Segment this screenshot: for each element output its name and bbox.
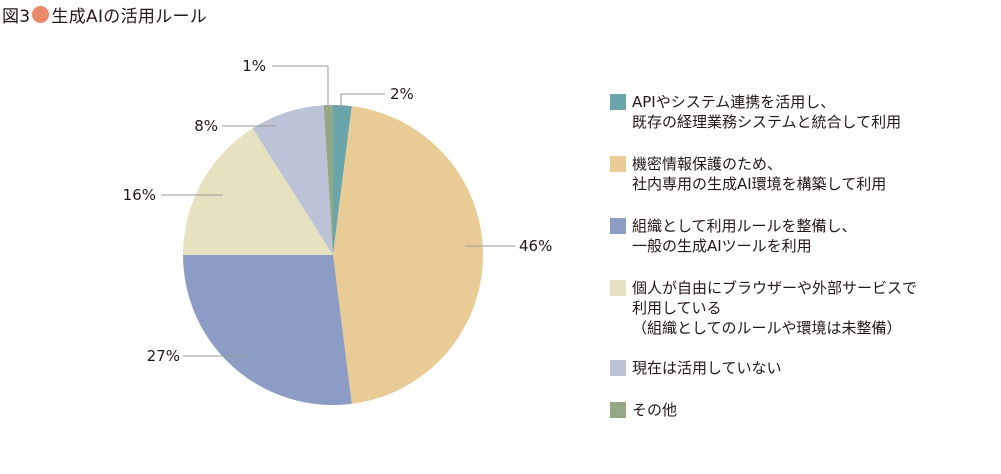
legend-label-line: 一般の生成AIツールを利用 — [632, 237, 812, 255]
legend-label-line: 利用している — [632, 299, 722, 317]
pie-slice-1 — [333, 105, 352, 255]
figure-title: 図3 生成AIの活用ルール — [2, 2, 207, 27]
legend-label: 組織として利用ルールを整備し、 一般の生成AIツールを利用 — [632, 216, 857, 256]
figure-number: 図3 — [2, 7, 31, 27]
legend-label-line: 社内専用の生成AI環境を構築して利用 — [632, 175, 887, 193]
slice-percent-label: 2% — [390, 85, 414, 103]
slice-percent-label: 1% — [242, 57, 266, 75]
legend-label: APIやシステム連携を活用し、既存の経理業務システムと統合して利用 — [632, 92, 901, 132]
legend-swatch — [610, 402, 626, 418]
legend-item: 現在は活用していない — [610, 358, 782, 378]
legend-label: その他 — [632, 400, 677, 420]
legend-item: 機密情報保護のため、社内専用の生成AI環境を構築して利用 — [610, 154, 886, 194]
slice-percent-label: 46% — [519, 237, 552, 255]
legend-label-line: （組織としてのルールや環境は未整備） — [632, 319, 902, 337]
legend-swatch — [610, 156, 626, 172]
legend-item: その他 — [610, 400, 677, 420]
legend-label: 機密情報保護のため、社内専用の生成AI環境を構築して利用 — [632, 154, 886, 194]
legend-item: 組織として利用ルールを整備し、 一般の生成AIツールを利用 — [610, 216, 857, 256]
legend-label: 個人が自由にブラウザーや外部サービスで 利用している （組織としてのルールや環境は未… — [632, 278, 917, 338]
legend-label-line: APIやシステム連携を活用し、 — [632, 93, 836, 111]
legend-swatch — [610, 360, 626, 376]
pie-slice-4 — [183, 128, 333, 255]
legend-label-line: その他 — [632, 401, 678, 419]
legend-swatch — [610, 94, 626, 110]
pie-slice-3 — [183, 255, 352, 405]
pie-slice-6 — [323, 105, 333, 255]
pie-slice-2 — [333, 106, 484, 404]
leader-line-6 — [272, 65, 329, 107]
slice-percent-label: 27% — [147, 347, 180, 365]
legend-label-line: 既存の経理業務システムと統合して利用 — [632, 113, 902, 131]
legend-label-line: 機密情報保護のため、 — [632, 155, 783, 173]
legend-item: 個人が自由にブラウザーや外部サービスで 利用している （組織としてのルールや環境は未… — [610, 278, 917, 338]
legend-label: 現在は活用していない — [632, 358, 782, 378]
legend-item: APIやシステム連携を活用し、既存の経理業務システムと統合して利用 — [610, 92, 901, 132]
legend-swatch — [610, 280, 626, 296]
chart-title: 生成AIの活用ルール — [51, 7, 208, 27]
legend-label-line: 組織として利用ルールを整備し、 — [632, 217, 857, 235]
slice-percent-label: 16% — [123, 186, 156, 204]
leader-line-1 — [340, 93, 385, 108]
legend-label-line: 個人が自由にブラウザーや外部サービスで — [632, 279, 918, 297]
legend-label-line: 現在は活用していない — [632, 359, 782, 377]
pie-slice-5 — [252, 105, 333, 255]
slice-percent-label: 8% — [194, 117, 218, 135]
title-bullet-dot — [32, 6, 50, 23]
legend-swatch — [610, 218, 626, 234]
